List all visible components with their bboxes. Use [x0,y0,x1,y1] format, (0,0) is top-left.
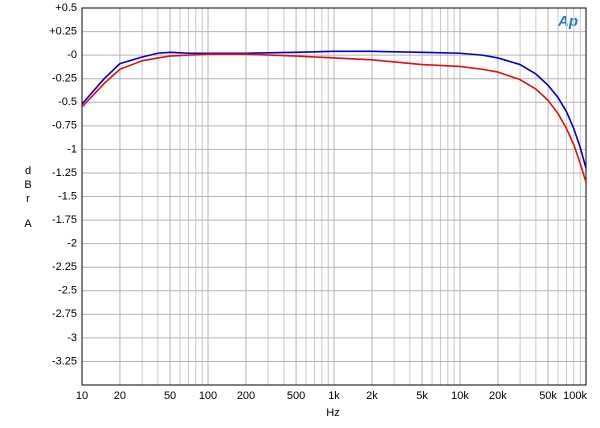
y-axis-label: dBr [22,165,34,207]
x-tick-label: 100 [199,390,217,402]
plot-frame [81,7,587,386]
y-tick-label: -0.5 [58,96,77,108]
logo: Ap [557,13,578,30]
y-tick-label: -3 [67,332,77,344]
y-tick-label: -2.5 [58,285,77,297]
y-tick-label: -2.25 [52,261,77,273]
x-tick-label: 2k [366,390,378,402]
y-tick-label: -1.5 [58,190,77,202]
y-tick-label: -1 [67,143,77,155]
y-tick-label: -2 [67,238,77,250]
x-tick-label: 5k [416,390,428,402]
x-tick-label: 500 [287,390,305,402]
y-tick-label: -0.25 [52,73,77,85]
y-tick-label: -0.75 [52,120,77,132]
y-tick-label: +0.5 [55,2,77,14]
x-tick-label: 100k [563,390,587,402]
data-line [81,53,587,183]
y-axis-label: A [22,218,34,232]
x-axis-label: Hz [326,407,339,419]
y-tick-label: -1.25 [52,167,77,179]
x-tick-label: 50 [164,390,176,402]
x-tick-label: 10k [451,390,469,402]
x-tick-label: 20k [489,390,507,402]
y-tick-label: -0 [67,49,77,61]
x-tick-label: 20 [114,390,126,402]
y-tick-label: -3.25 [52,355,77,367]
y-tick-label: -2.75 [52,308,77,320]
data-line [81,50,587,169]
x-tick-label: 200 [237,390,255,402]
x-tick-label: 1k [328,390,340,402]
y-tick-label: +0.25 [49,25,77,37]
y-tick-label: -1.75 [52,214,77,226]
x-tick-label: 50k [539,390,557,402]
x-tick-label: 10 [76,390,88,402]
